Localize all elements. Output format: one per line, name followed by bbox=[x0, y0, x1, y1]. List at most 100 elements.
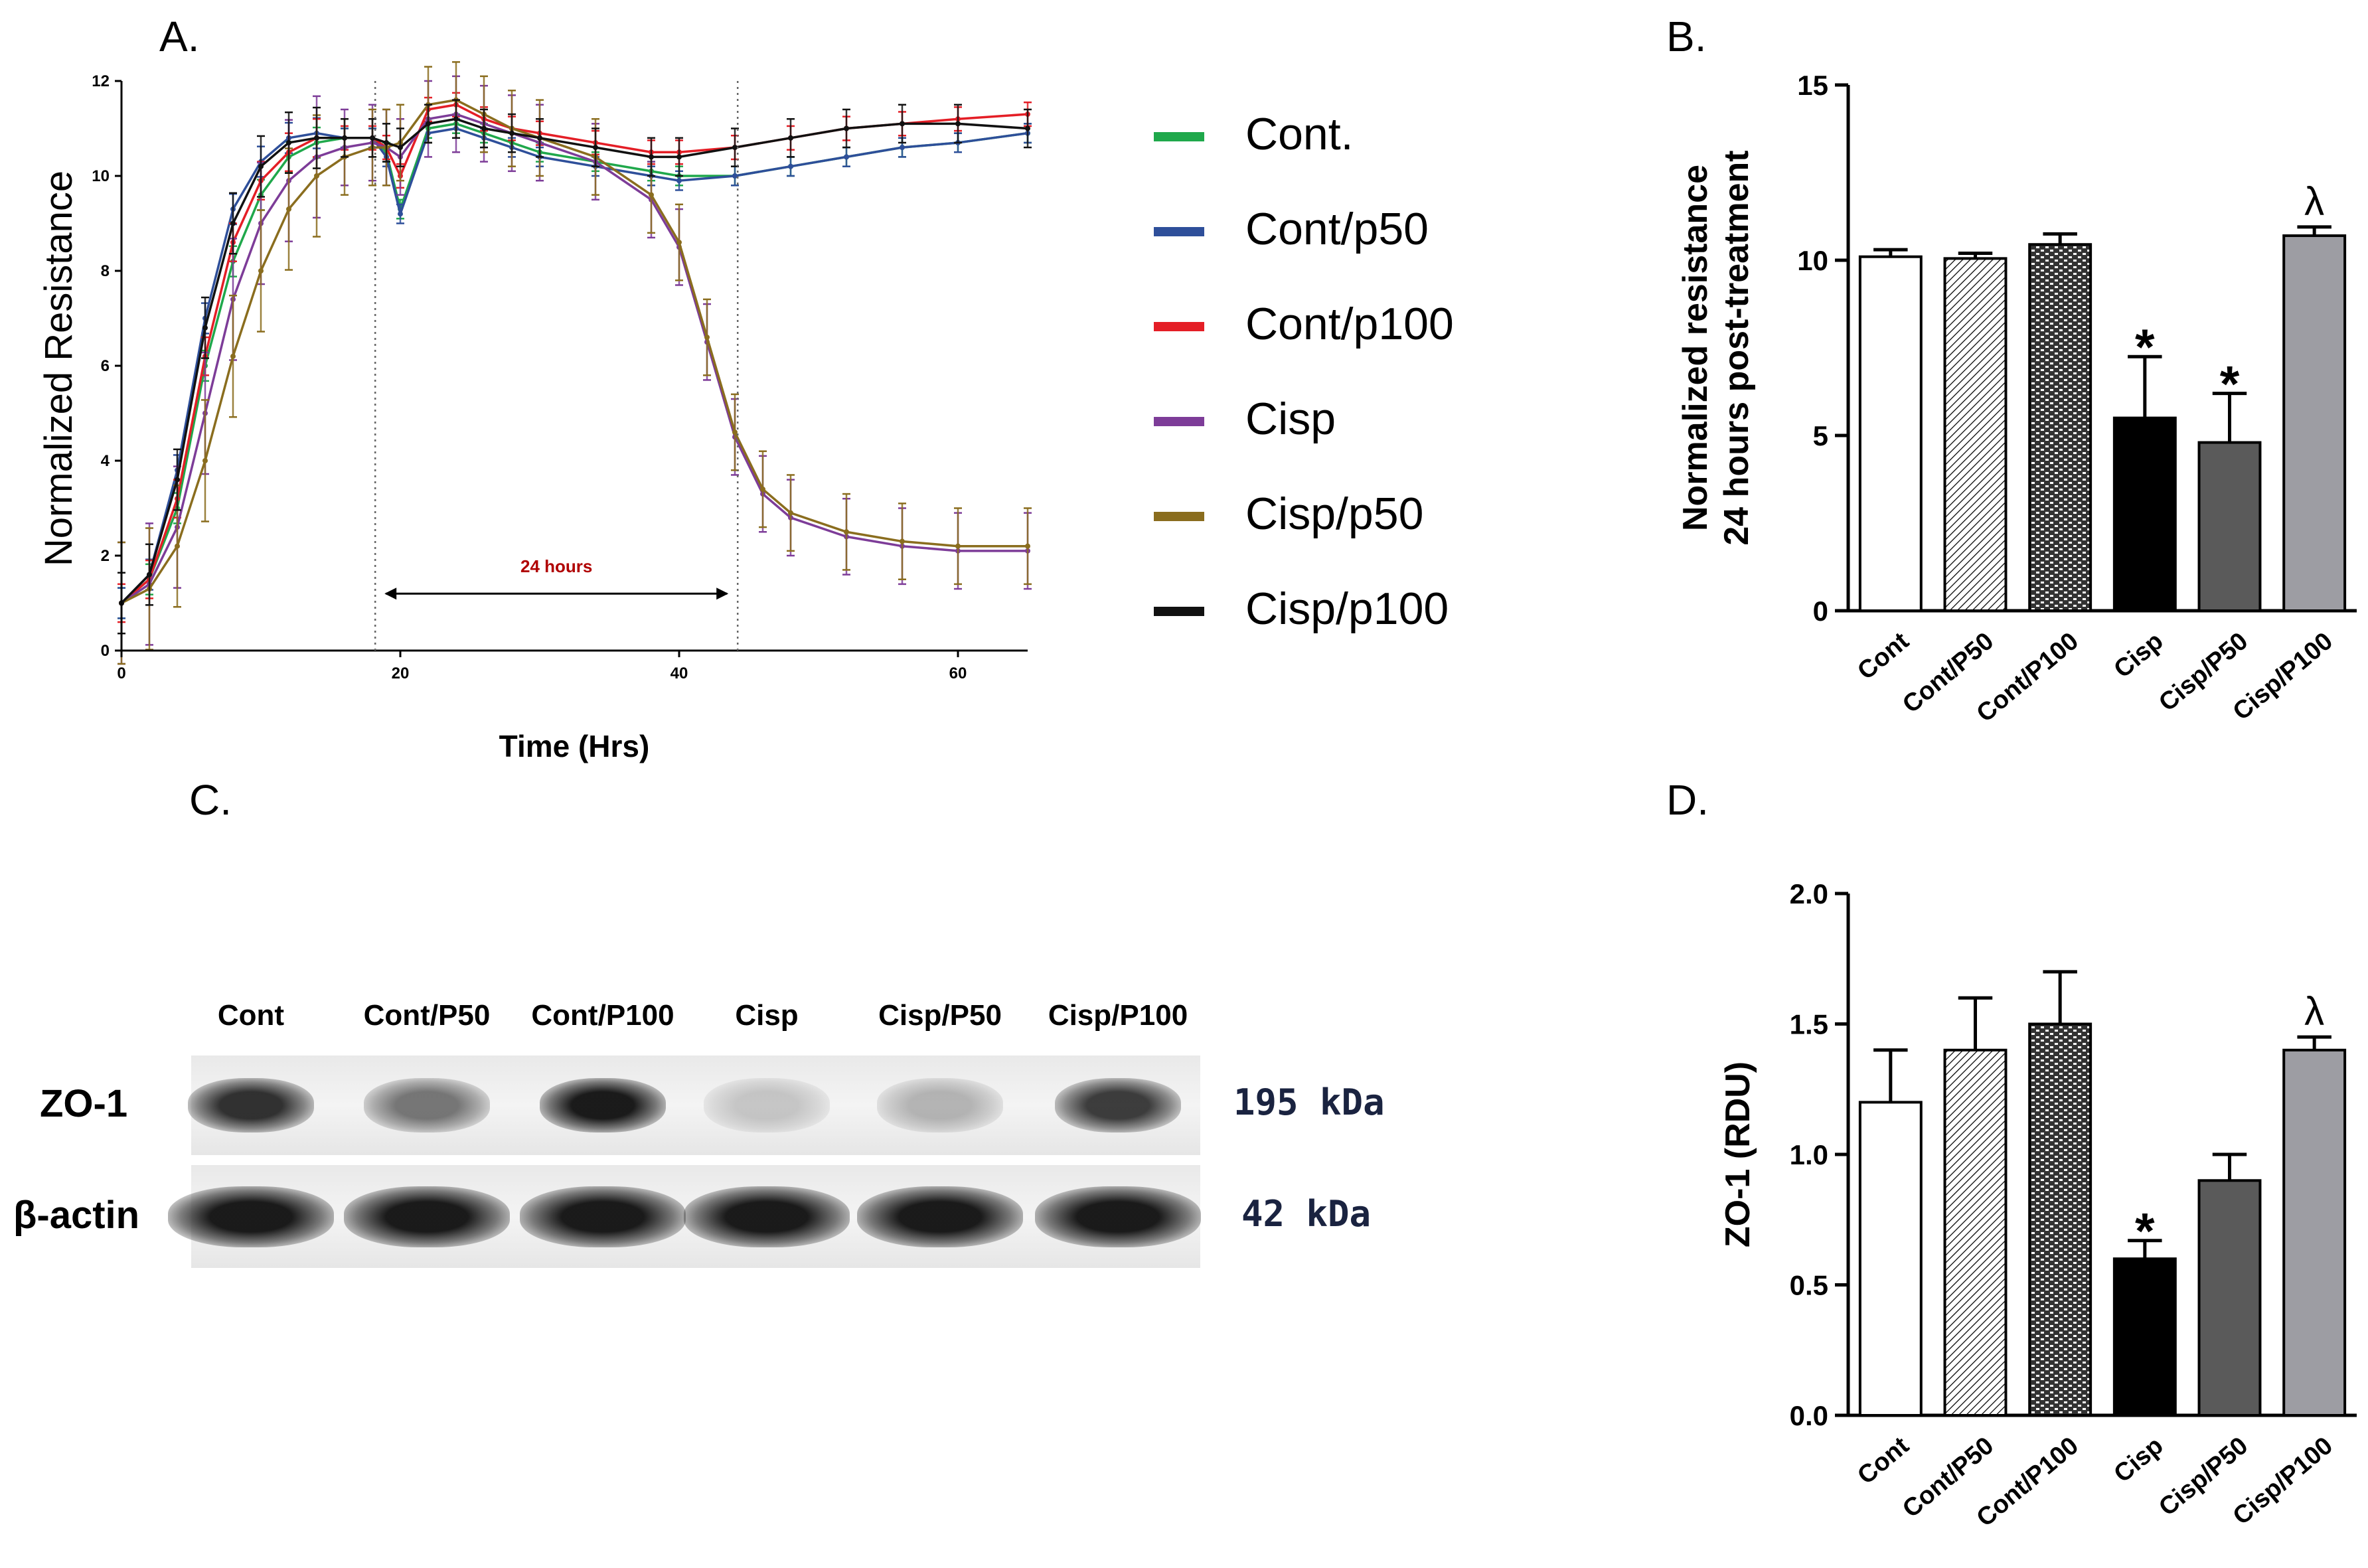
legend-swatch bbox=[1154, 132, 1204, 141]
category-label: Cont bbox=[1852, 627, 1915, 686]
legend-swatch bbox=[1154, 322, 1204, 331]
y-tick-label: 0 bbox=[101, 642, 110, 660]
significance-mark: λ bbox=[2304, 179, 2324, 224]
series-line bbox=[121, 98, 1028, 605]
annotation-24-hours: 24 hours bbox=[520, 556, 592, 576]
y-tick-label: 8 bbox=[101, 262, 110, 280]
bar bbox=[1943, 1048, 2008, 1417]
panel-label-a: A. bbox=[159, 13, 200, 60]
blot-band bbox=[877, 1078, 1003, 1133]
blot-strip-beta-actin bbox=[168, 1165, 1201, 1268]
panel-label-d: D. bbox=[1666, 776, 1709, 824]
significance-mark: λ bbox=[2304, 989, 2324, 1034]
bar bbox=[2282, 234, 2347, 613]
y-tick-label: 10 bbox=[92, 167, 110, 185]
y-axis-label: Normalized Resistance bbox=[37, 171, 80, 566]
legend-label: Cont. bbox=[1245, 109, 1354, 159]
lane-label: Cont bbox=[217, 999, 285, 1032]
line-chart-resistance: 0 2 4 6 8 10 12 0 20 40 60 24 hours Cont. Cont/p50 C… bbox=[37, 61, 1454, 763]
molecular-weight-label: 195 kDa bbox=[1233, 1081, 1385, 1123]
bar bbox=[2028, 243, 2092, 612]
blot-band bbox=[344, 1186, 510, 1247]
x-tick-label: 0 bbox=[117, 665, 125, 682]
bar bbox=[2028, 1022, 2092, 1417]
series-line bbox=[120, 122, 1028, 604]
category-label: Cont bbox=[1852, 1432, 1915, 1490]
blot-strip-zo1 bbox=[188, 1056, 1200, 1155]
lane-label: Cisp bbox=[735, 999, 799, 1032]
lane-label: Cont/P100 bbox=[531, 999, 674, 1032]
category-label: Cisp bbox=[2109, 1432, 2169, 1488]
bar bbox=[2112, 416, 2177, 612]
arrow-head-left bbox=[384, 588, 397, 600]
legend-entry: Cont. bbox=[1154, 109, 1354, 159]
legend-entry: Cisp/p100 bbox=[1154, 584, 1449, 634]
x-tick-label: 40 bbox=[671, 665, 688, 682]
blot-band bbox=[1055, 1078, 1181, 1133]
significance-mark: * bbox=[2135, 319, 2155, 376]
lane-label: Cisp/P100 bbox=[1048, 999, 1188, 1032]
blot-band bbox=[1035, 1186, 1201, 1247]
series-line bbox=[121, 113, 1028, 604]
legend-label: Cisp bbox=[1245, 394, 1336, 444]
y-tick-label: 10 bbox=[1797, 245, 1828, 276]
blot-band bbox=[857, 1186, 1023, 1247]
series-line bbox=[120, 118, 1028, 604]
bar bbox=[2197, 1179, 2262, 1417]
bar bbox=[1943, 257, 2008, 612]
western-blot: Cont Cont/P50 Cont/P100 Cisp Cisp/P50 Cisp/P1… bbox=[0, 929, 1494, 1328]
arrow-head-right bbox=[716, 588, 729, 600]
significance-mark: * bbox=[2135, 1204, 2155, 1260]
lane-label: Cont/P50 bbox=[363, 999, 491, 1032]
legend-label: Cisp/p100 bbox=[1245, 584, 1449, 634]
legend-swatch bbox=[1154, 227, 1204, 236]
legend-label: Cisp/p50 bbox=[1245, 489, 1423, 539]
bar-chart-resistance-24h: 0 5 10 15 Normalized resistance 24 hours post… bbox=[1676, 70, 2357, 728]
y-tick-label: 1.5 bbox=[1790, 1009, 1828, 1040]
blot-row-label: ZO-1 bbox=[40, 1082, 128, 1125]
blot-band bbox=[704, 1078, 830, 1133]
y-tick-label: 6 bbox=[101, 357, 110, 375]
blot-band bbox=[168, 1186, 334, 1247]
panel-label-c: C. bbox=[189, 776, 232, 824]
blot-row-label: β-actin bbox=[13, 1193, 140, 1237]
lane-label: Cisp/P50 bbox=[878, 999, 1002, 1032]
y-tick-label: 0 bbox=[1813, 595, 1828, 627]
legend-swatch bbox=[1154, 417, 1204, 426]
bar bbox=[2197, 441, 2262, 612]
blot-band bbox=[364, 1078, 490, 1133]
bar-chart-zo1-rdu: 0.00.51.01.52.0ZO-1 (RDU)ContCont/P50Con… bbox=[1719, 878, 2357, 1532]
y-tick-label: 12 bbox=[92, 72, 110, 90]
series-cisp-p100 bbox=[118, 99, 1032, 635]
x-tick-label: 20 bbox=[392, 665, 410, 682]
molecular-weight-label: 42 kDa bbox=[1241, 1192, 1372, 1235]
blot-band bbox=[520, 1186, 686, 1247]
category-label: Cisp bbox=[2109, 627, 2169, 684]
legend-swatch bbox=[1154, 607, 1204, 616]
y-tick-label: 2 bbox=[101, 547, 110, 565]
legend-entry: Cisp bbox=[1154, 394, 1336, 444]
x-axis-label: Time (Hrs) bbox=[499, 729, 650, 763]
y-tick-label: 4 bbox=[101, 452, 110, 470]
legend-entry: Cisp/p50 bbox=[1154, 489, 1423, 539]
significance-mark: * bbox=[2220, 356, 2240, 413]
x-tick-label: 60 bbox=[949, 665, 967, 682]
blot-band bbox=[188, 1078, 314, 1133]
panel-label-b: B. bbox=[1666, 13, 1707, 60]
bar bbox=[2282, 1048, 2347, 1417]
series-line bbox=[120, 127, 1028, 604]
y-axis-label: ZO-1 (RDU) bbox=[1719, 1061, 1757, 1247]
legend-entry: Cont/p100 bbox=[1154, 299, 1454, 349]
legend-label: Cont/p50 bbox=[1245, 204, 1429, 254]
bar bbox=[1858, 255, 1923, 613]
y-tick-label: 1.0 bbox=[1790, 1139, 1828, 1170]
y-tick-label: 2.0 bbox=[1790, 878, 1828, 909]
bar bbox=[1858, 1101, 1923, 1417]
y-axis-label: 24 hours post-treatment bbox=[1717, 150, 1756, 545]
legend-label: Cont/p100 bbox=[1245, 299, 1454, 349]
y-tick-label: 5 bbox=[1813, 420, 1828, 451]
legend-entry: Cont/p50 bbox=[1154, 204, 1429, 254]
bar bbox=[2112, 1257, 2177, 1417]
series-cont- bbox=[118, 113, 1032, 619]
y-axis-label: Normalized resistance bbox=[1676, 165, 1715, 531]
